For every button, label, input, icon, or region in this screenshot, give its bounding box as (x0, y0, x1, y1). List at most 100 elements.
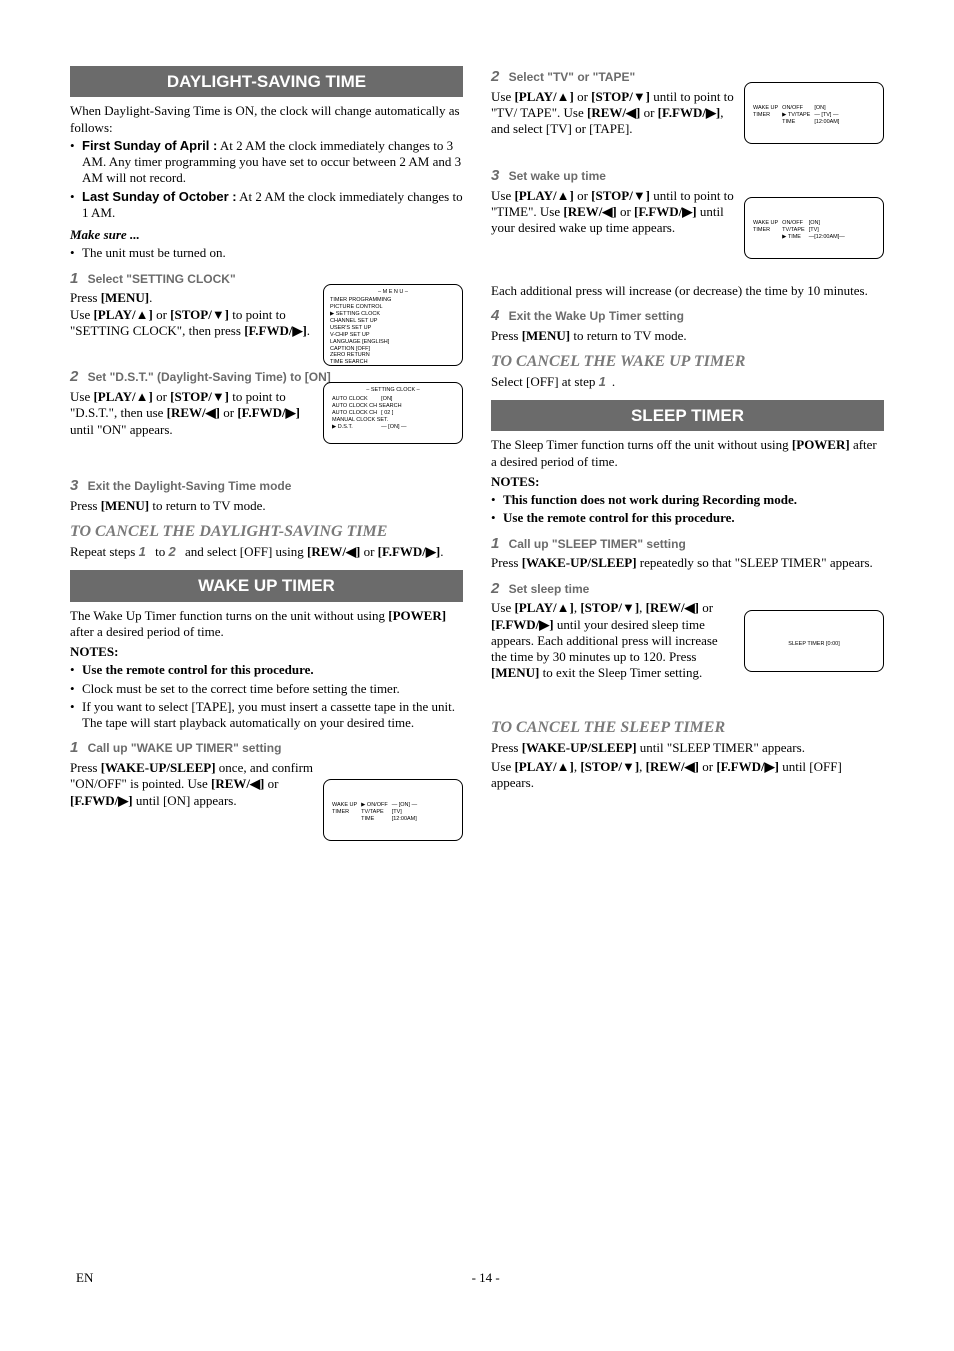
dst-b1-label: First Sunday of April : (82, 138, 217, 153)
t: Use (491, 89, 514, 104)
step-num-3: 3 (70, 477, 78, 494)
slp-cancel-body-2: Use [PLAY/▲], [STOP/▼], [REW/◀] or [F.FW… (491, 759, 884, 792)
t: [F.FWD/▶] (70, 793, 133, 808)
osd-menu-item: ▶ SETTING CLOCK (330, 311, 456, 318)
t: [REW/◀] (646, 600, 699, 615)
dst-bullet-2: Last Sunday of October : At 2 AM the clo… (70, 189, 463, 222)
wut-notes: Use the remote control for this procedur… (70, 662, 463, 731)
t: [STOP/▼] (170, 307, 229, 322)
t: SETTING CLOCK (336, 311, 380, 317)
t: [MENU] (101, 290, 149, 305)
dst-cancel-head: TO CANCEL THE DAYLIGHT-SAVING TIME (70, 522, 463, 542)
t: or (699, 600, 713, 615)
osd-menu: – M E N U – TIMER PROGRAMMING PICTURE CO… (323, 284, 463, 366)
t: [MENU] (101, 498, 149, 513)
t: — [ON] — (379, 424, 408, 431)
osd-sleep: SLEEP TIMER [0:00] (744, 610, 884, 672)
step-num-4: 4 (491, 307, 499, 324)
dst-step-1: 1 Select "SETTING CLOCK" Press [MENU]. U… (70, 270, 463, 361)
dst-s1-title: Select "SETTING CLOCK" (88, 272, 236, 286)
t: TV/TAPE (359, 809, 390, 816)
t: Use (491, 600, 514, 615)
t: [F.FWD/▶] (491, 617, 554, 632)
wut-s1-title: Call up "WAKE UP TIMER" setting (88, 741, 282, 755)
t: until "SLEEP TIMER" appears. (637, 740, 805, 755)
t: Press (491, 328, 522, 343)
t: Use (491, 759, 514, 774)
t: TIME (780, 119, 812, 126)
wut-cancel-head: TO CANCEL THE WAKE UP TIMER (491, 352, 884, 372)
t: ON/OFF (780, 220, 807, 227)
wut-step-3: 3 Set wake up time Use [PLAY/▲] or [STOP… (491, 167, 884, 299)
wut-n2: Clock must be set to the correct time be… (70, 681, 463, 697)
t: [F.FWD/▶] (658, 105, 721, 120)
t: or (617, 204, 634, 219)
osd-menu-item: ZERO RETURN (330, 352, 456, 359)
section-bar-dst: DAYLIGHT-SAVING TIME (70, 66, 463, 97)
t: after a desired period of time. (70, 624, 224, 639)
t: — [TV] — (812, 112, 841, 119)
make-sure-1: The unit must be turned on. (70, 245, 463, 261)
t: WAKE UP (751, 105, 780, 112)
t: ▶ TIME (780, 234, 807, 241)
t: or (699, 759, 716, 774)
osd-menu-item: CAPTION [OFF] (330, 346, 456, 353)
t: [ON] (812, 105, 841, 112)
t: [STOP/▼] (591, 188, 650, 203)
t: [PLAY/▲] (514, 89, 573, 104)
t: Select [OFF] at step (491, 374, 599, 389)
t: [STOP/▼] (580, 759, 639, 774)
wut-n3: If you want to select [TAPE], you must i… (70, 699, 463, 732)
osd-menu-title: – M E N U – (330, 289, 456, 296)
footer-center: - 14 - (472, 1270, 500, 1286)
t: Use (70, 307, 93, 322)
t: [F.FWD/▶] (244, 323, 307, 338)
t: [12:00AM] (390, 816, 419, 823)
t: . (149, 290, 152, 305)
slp-s1-body: Press [WAKE-UP/SLEEP] repeatedly so that… (491, 555, 884, 571)
slp-intro: The Sleep Timer function turns off the u… (491, 437, 884, 470)
t: [F.FWD/▶] (378, 544, 441, 559)
t: or (360, 544, 377, 559)
osd-menu-item: PICTURE CONTROL (330, 304, 456, 311)
t: ▶ ON/OFF (359, 802, 390, 809)
t: to return to TV mode. (570, 328, 687, 343)
t: [MENU] (491, 665, 539, 680)
t: [ON] (379, 396, 408, 403)
t: or (640, 105, 657, 120)
slp-s1-title: Call up "SLEEP TIMER" setting (509, 537, 686, 551)
t: [12:00AM] (812, 119, 841, 126)
osd-sleep-text: SLEEP TIMER [0:00] (751, 641, 877, 648)
osd-menu-item: USER'S SET UP (330, 325, 456, 332)
t: [REW/◀] (307, 544, 360, 559)
t: Use the remote control for this procedur… (82, 662, 314, 677)
make-sure-text: Make sure ... (70, 227, 140, 242)
dst-b2-label: Last Sunday of October : (82, 189, 237, 204)
wut-s2-title: Select "TV" or "TAPE" (509, 70, 636, 84)
t: Press (70, 498, 101, 513)
slp-cancel-head: TO CANCEL THE SLEEP TIMER (491, 718, 884, 738)
osd-wut-table: WAKE UP▶ ON/OFF— [ON] — TIMERTV/TAPE[TV]… (330, 802, 419, 823)
t: [PLAY/▲] (514, 600, 573, 615)
osd-clock-table: AUTO CLOCK[ON] AUTO CLOCK CH SEARCH AUTO… (330, 396, 409, 430)
t: or (153, 307, 170, 322)
footer-left: EN (76, 1270, 93, 1286)
t: or (220, 405, 237, 420)
t: TV/TAPE (780, 227, 807, 234)
dst-bullets: First Sunday of April : At 2 AM the cloc… (70, 138, 463, 221)
osd-wakeup-3: WAKE UPON/OFF[ON] TIMERTV/TAPE[TV] ▶ TIM… (744, 197, 884, 259)
t: or (574, 188, 591, 203)
t: [PLAY/▲] (93, 389, 152, 404)
t: TIMER (751, 112, 780, 119)
t: . (612, 374, 615, 389)
t: 1 (139, 544, 146, 559)
t: [WAKE-UP/SLEEP] (101, 760, 216, 775)
t: [REW/◀] (167, 405, 220, 420)
t: repeatedly so that "SLEEP TIMER" appears… (637, 555, 873, 570)
t: to return to TV mode. (149, 498, 266, 513)
t: ▶ D.S.T. (330, 424, 379, 431)
t: AUTO CLOCK (330, 396, 379, 403)
t: D.S.T. (338, 424, 353, 430)
t: Use (491, 188, 514, 203)
dst-bullet-1: First Sunday of April : At 2 AM the cloc… (70, 138, 463, 187)
